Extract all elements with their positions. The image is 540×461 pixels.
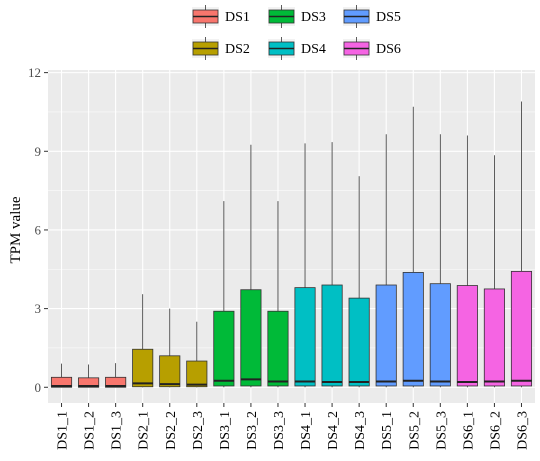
x-tick-label: DS2_1 bbox=[137, 411, 152, 450]
y-tick-label: 3 bbox=[35, 301, 42, 316]
legend-label: DS2 bbox=[225, 42, 250, 57]
legend-item-DS4: DS4 bbox=[268, 37, 326, 60]
legend-item-DS6: DS6 bbox=[343, 37, 401, 60]
box-DS5_3 bbox=[429, 134, 451, 388]
box-body bbox=[132, 348, 154, 388]
x-tick-label: DS6_1 bbox=[461, 411, 476, 450]
legend-label: DS5 bbox=[376, 10, 401, 25]
legend-key bbox=[268, 37, 295, 60]
y-tick-label: 0 bbox=[35, 380, 42, 395]
x-tick-label: DS3_3 bbox=[272, 411, 287, 450]
box-body bbox=[50, 376, 73, 388]
box-DS3_2 bbox=[240, 144, 262, 388]
x-tick-label: DS1_2 bbox=[83, 411, 98, 450]
box-DS6_2 bbox=[483, 155, 505, 388]
x-tick-label: DS2_2 bbox=[164, 411, 179, 450]
boxes bbox=[50, 101, 533, 388]
legend-label: DS1 bbox=[225, 10, 250, 25]
box-DS4_2 bbox=[321, 142, 343, 388]
box-body bbox=[186, 360, 208, 388]
box-DS5_1 bbox=[375, 134, 397, 388]
x-tick-label: DS5_1 bbox=[380, 411, 395, 450]
box-body bbox=[348, 297, 370, 387]
x-tick-label: DS2_3 bbox=[191, 411, 206, 450]
x-tick-label: DS5_2 bbox=[407, 411, 422, 450]
box-DS2_1 bbox=[132, 294, 154, 388]
box-DS3_1 bbox=[213, 201, 235, 388]
box-DS3_3 bbox=[267, 201, 289, 388]
legend-label: DS3 bbox=[301, 10, 326, 25]
y-axis-label: TPM value bbox=[8, 196, 24, 263]
box-DS4_1 bbox=[294, 143, 316, 388]
legend-label: DS6 bbox=[376, 42, 401, 57]
legend-key bbox=[343, 5, 370, 28]
plot-panel bbox=[48, 70, 535, 403]
legend-key bbox=[192, 5, 219, 28]
legend-key bbox=[268, 5, 295, 28]
x-tick-label: DS5_3 bbox=[434, 411, 449, 450]
x-tick-label: DS6_2 bbox=[488, 411, 503, 450]
x-tick-label: DS1_3 bbox=[110, 411, 125, 450]
box-DS2_2 bbox=[159, 308, 181, 388]
legend: DS1 DS2 DS3 DS4 DS5 DS6 bbox=[192, 5, 401, 60]
y-axis: 0 3 6 9 12 bbox=[28, 65, 48, 395]
legend-item-DS2: DS2 bbox=[192, 37, 250, 60]
box-body bbox=[78, 377, 100, 388]
box-DS5_2 bbox=[402, 106, 424, 388]
box-body bbox=[429, 283, 451, 387]
box-DS6_1 bbox=[456, 135, 478, 388]
box-body bbox=[294, 287, 316, 387]
box-DS2_3 bbox=[186, 321, 208, 388]
y-tick-label: 6 bbox=[35, 222, 42, 237]
box-DS1_2 bbox=[78, 364, 100, 388]
grid-lines bbox=[48, 70, 535, 403]
box-body bbox=[510, 270, 533, 387]
box-body bbox=[267, 310, 289, 387]
legend-key bbox=[192, 37, 219, 60]
x-tick-label: DS6_3 bbox=[515, 411, 530, 450]
legend-item-DS3: DS3 bbox=[268, 5, 326, 28]
x-tick-label: DS3_2 bbox=[245, 411, 260, 450]
x-tick-label: DS4_3 bbox=[353, 411, 368, 450]
x-axis: DS1_1 DS1_2 DS1_3 DS2_1 DS2_2 DS2_3 DS3_1 DS3_2… bbox=[56, 403, 530, 450]
box-DS6_3 bbox=[510, 101, 533, 388]
legend-label: DS4 bbox=[301, 42, 326, 57]
box-body bbox=[240, 289, 262, 387]
box-body bbox=[456, 285, 478, 387]
y-tick-label: 12 bbox=[28, 65, 41, 80]
box-body bbox=[213, 310, 235, 387]
box-body bbox=[483, 288, 505, 387]
box-DS1_3 bbox=[105, 363, 127, 388]
box-body bbox=[159, 355, 181, 388]
box-body bbox=[321, 284, 343, 387]
box-body bbox=[402, 272, 424, 387]
x-tick-label: DS4_2 bbox=[326, 411, 341, 450]
box-DS1_1 bbox=[50, 363, 73, 388]
legend-item-DS1: DS1 bbox=[192, 5, 250, 28]
x-tick-label: DS1_1 bbox=[56, 411, 71, 450]
box-body bbox=[105, 376, 127, 388]
x-tick-label: DS4_1 bbox=[299, 411, 314, 450]
legend-item-DS5: DS5 bbox=[343, 5, 401, 28]
box-DS4_3 bbox=[348, 176, 370, 388]
x-tick-label: DS3_1 bbox=[218, 411, 233, 450]
box-body bbox=[375, 284, 397, 387]
legend-key bbox=[343, 37, 370, 60]
y-tick-label: 9 bbox=[35, 144, 42, 159]
